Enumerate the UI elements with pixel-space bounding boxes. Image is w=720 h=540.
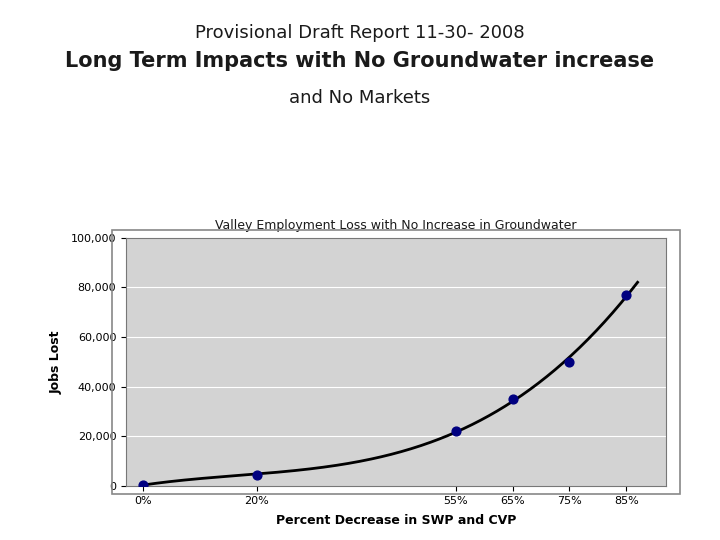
X-axis label: Percent Decrease in SWP and CVP: Percent Decrease in SWP and CVP — [276, 514, 516, 527]
Point — [621, 291, 632, 299]
Y-axis label: Jobs Lost: Jobs Lost — [50, 330, 63, 394]
Point — [138, 481, 149, 489]
Point — [450, 427, 462, 436]
Text: Provisional Draft Report 11-30- 2008: Provisional Draft Report 11-30- 2008 — [195, 24, 525, 42]
Title: Valley Employment Loss with No Increase in Groundwater: Valley Employment Loss with No Increase … — [215, 219, 577, 232]
Text: Long Term Impacts with No Groundwater increase: Long Term Impacts with No Groundwater in… — [66, 51, 654, 71]
Point — [251, 470, 263, 479]
Text: and No Markets: and No Markets — [289, 89, 431, 107]
Point — [507, 395, 518, 403]
Point — [564, 357, 575, 366]
